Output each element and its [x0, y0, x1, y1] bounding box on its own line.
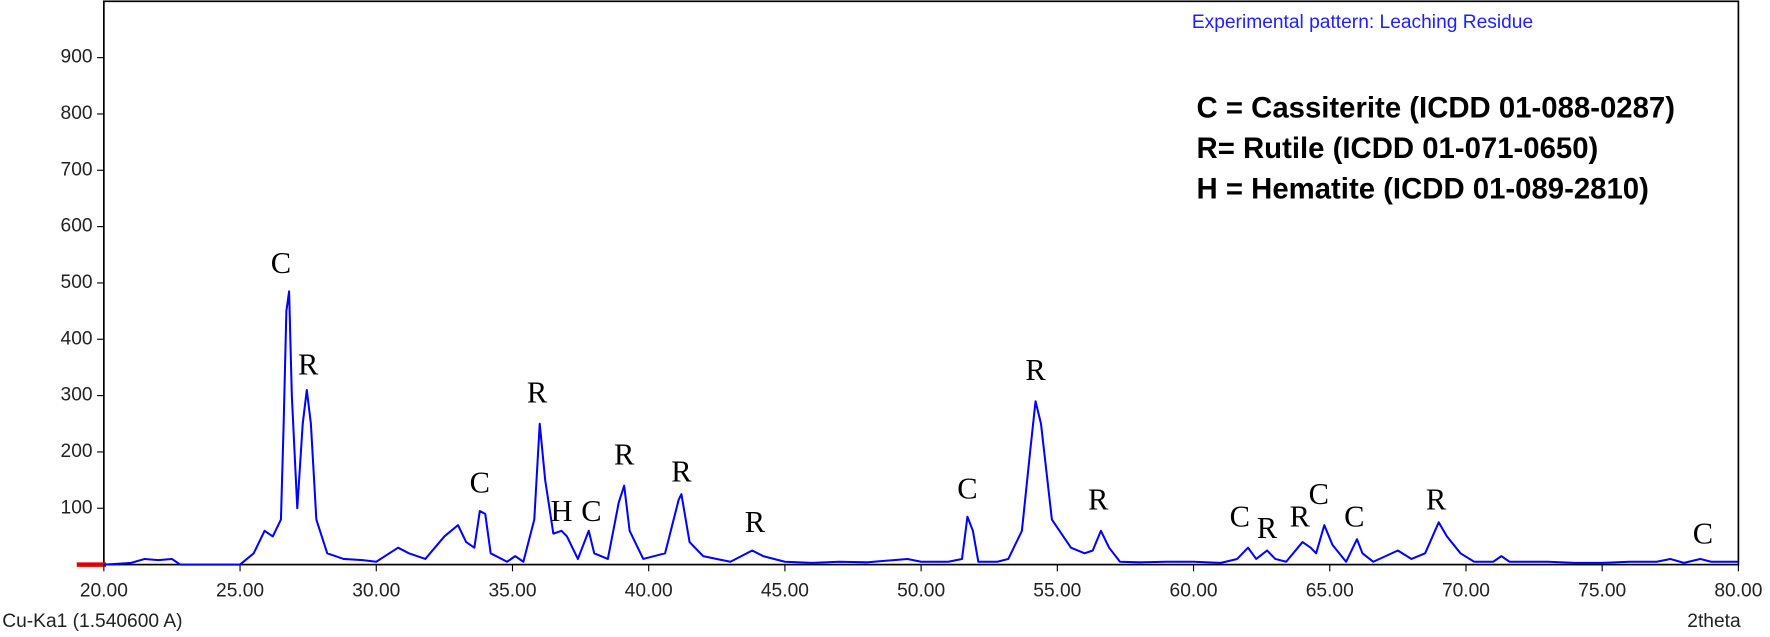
y-tick-label: 100: [61, 497, 93, 518]
x-tick-label: 35.00: [488, 581, 536, 602]
peak-label: R: [298, 347, 319, 381]
x-tick-label: 55.00: [1033, 581, 1081, 602]
y-tick-label: 600: [61, 216, 93, 237]
x-tick-label: 25.00: [216, 581, 264, 602]
peak-label: R: [1426, 483, 1447, 517]
peak-label: R: [1025, 353, 1046, 387]
x-tick-label: 60.00: [1170, 581, 1218, 602]
peak-label: R: [745, 505, 766, 539]
x-axis-label: 2theta: [1687, 611, 1741, 632]
legend-line: C = Cassiterite (ICDD 01-088-0287): [1197, 91, 1675, 124]
peak-label: C: [470, 466, 490, 500]
legend-line: R= Rutile (ICDD 01-071-0650): [1197, 132, 1599, 165]
x-tick-label: 50.00: [897, 581, 945, 602]
peak-label: H: [551, 494, 573, 528]
x-tick-label: 65.00: [1306, 581, 1354, 602]
peak-label: C: [1693, 516, 1713, 550]
peak-label: C: [1230, 500, 1250, 534]
x-tick-label: 75.00: [1578, 581, 1626, 602]
peak-label: C: [957, 471, 977, 505]
peak-label: C: [1309, 477, 1329, 511]
legend-line: H = Hematite (ICDD 01-089-2810): [1197, 173, 1649, 206]
y-tick-label: 800: [61, 103, 93, 124]
peak-label: C: [581, 494, 601, 528]
x-tick-label: 20.00: [80, 581, 128, 602]
peak-label: R: [1088, 483, 1109, 517]
spectrum-line: [103, 290, 1739, 566]
x-tick-label: 45.00: [761, 581, 809, 602]
y-tick-label: 400: [61, 328, 93, 349]
peak-label: R: [1290, 500, 1311, 534]
y-tick-label: 900: [61, 47, 93, 68]
x-tick-label: 30.00: [352, 581, 400, 602]
peak-label: C: [271, 246, 291, 280]
y-tick-label: 500: [61, 272, 93, 293]
peak-label: R: [1257, 511, 1278, 545]
peak-label: R: [671, 454, 692, 488]
peak-label: C: [1344, 500, 1364, 534]
chart-title: Experimental pattern: Leaching Residue: [1192, 12, 1533, 33]
y-tick-label: 300: [61, 385, 93, 406]
y-tick-label: 700: [61, 159, 93, 180]
peak-label: R: [614, 438, 635, 472]
plot-frame: [103, 0, 1740, 566]
y-tick-label: 200: [61, 441, 93, 462]
x-tick-label: 80.00: [1714, 581, 1762, 602]
peak-label: R: [527, 376, 548, 410]
x-tick-label: 70.00: [1442, 581, 1490, 602]
x-tick-label: 40.00: [625, 581, 673, 602]
source-label: Cu-Ka1 (1.540600 A): [2, 611, 182, 632]
